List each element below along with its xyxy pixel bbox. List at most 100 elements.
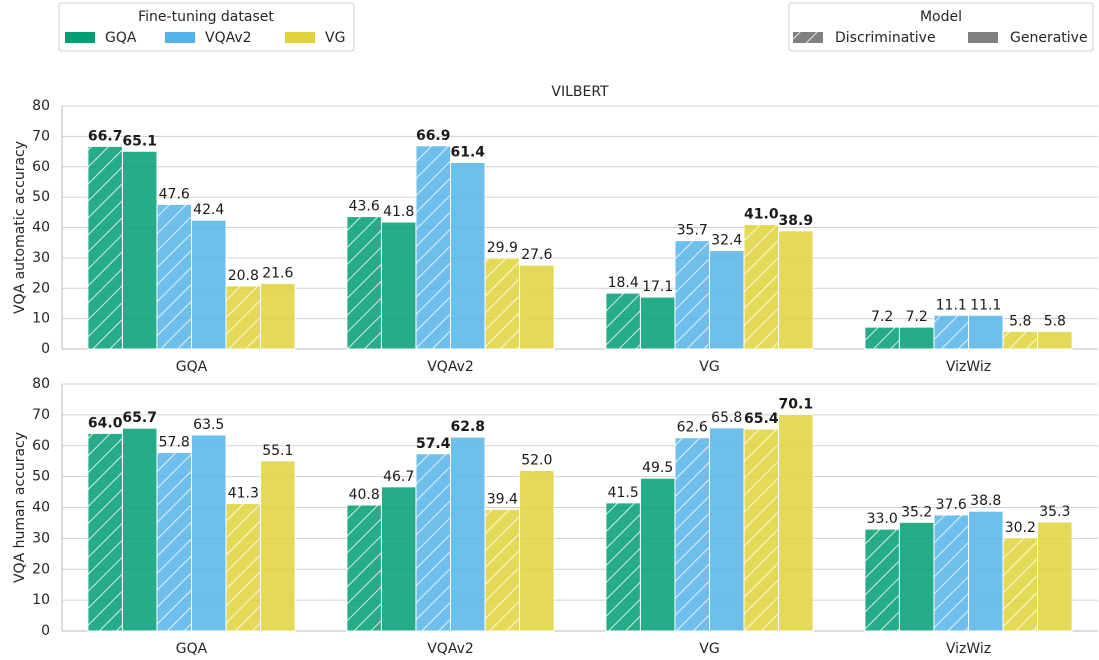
value-label: 65.7 (122, 410, 157, 426)
hatch (346, 505, 382, 631)
hatch (864, 529, 900, 631)
bar (898, 521, 935, 632)
value-label: 61.4 (450, 144, 485, 160)
bar (519, 469, 555, 632)
value-label: 41.3 (228, 485, 259, 501)
value-label: 64.0 (88, 415, 123, 431)
y-axis-label: VQA automatic accuracy (12, 141, 28, 314)
value-label: 46.7 (383, 469, 414, 485)
hatch (605, 293, 641, 349)
value-label: 57.4 (416, 436, 451, 452)
hatch (415, 145, 451, 349)
value-label: 21.6 (262, 265, 293, 281)
x-tick-label: GQA (176, 359, 208, 375)
value-label: 47.6 (159, 186, 190, 202)
value-label: 35.7 (677, 223, 708, 239)
legend-title: Fine-tuning dataset (138, 9, 274, 25)
legend-box (788, 2, 1094, 52)
bar (260, 282, 296, 350)
value-label: 66.7 (88, 128, 123, 144)
bar (778, 414, 814, 632)
bar (450, 436, 486, 632)
y-tick-label: 20 (32, 280, 50, 296)
hatch (226, 503, 261, 631)
bar (260, 460, 296, 632)
value-label: 49.5 (642, 460, 673, 476)
value-label: 62.6 (677, 420, 708, 436)
value-label: 65.8 (711, 410, 742, 426)
y-tick-label: 50 (32, 469, 50, 485)
y-tick-label: 40 (32, 220, 50, 236)
value-label: 65.4 (744, 411, 779, 427)
value-label: 33.0 (867, 511, 898, 527)
value-label: 17.1 (642, 279, 673, 295)
value-label: 35.2 (901, 504, 932, 520)
x-tick-label: VG (699, 641, 719, 657)
legend-label: VQAv2 (205, 30, 252, 46)
y-tick-label: 40 (32, 500, 50, 516)
legend-box (58, 2, 355, 52)
hatch (793, 32, 823, 43)
y-tick-label: 80 (32, 98, 50, 114)
value-label: 5.8 (1044, 313, 1066, 329)
value-label: 32.4 (711, 233, 742, 249)
value-label: 66.9 (416, 128, 451, 144)
hatch (933, 315, 969, 349)
x-tick-label: VizWiz (946, 641, 991, 657)
value-label: 11.1 (970, 297, 1001, 313)
y-tick-label: 10 (32, 592, 50, 608)
y-tick-label: 0 (41, 341, 50, 357)
bar (1037, 521, 1073, 632)
value-label: 42.4 (193, 202, 224, 218)
chart-title: VILBERT (551, 84, 609, 100)
hatch (485, 509, 520, 631)
hatch (226, 285, 261, 349)
legend-title: Model (920, 9, 962, 25)
bar (709, 250, 745, 350)
bar (968, 510, 1004, 632)
x-tick-label: VQAv2 (427, 359, 474, 375)
x-tick-label: VQAv2 (427, 641, 474, 657)
value-label: 41.8 (383, 204, 414, 220)
value-label: 37.6 (936, 497, 967, 513)
bar (898, 326, 935, 350)
value-label: 30.2 (1005, 520, 1036, 536)
bar (778, 230, 814, 350)
value-label: 27.6 (521, 247, 552, 263)
bar (639, 296, 676, 350)
value-label: 62.8 (450, 419, 485, 435)
bar (380, 486, 417, 632)
hatch (415, 453, 451, 631)
hatch (674, 240, 710, 349)
legend-swatch (285, 32, 315, 43)
hatch (346, 216, 382, 349)
bar (380, 221, 417, 350)
value-label: 29.9 (487, 240, 518, 256)
legend-swatch (65, 32, 95, 43)
bar (121, 150, 158, 350)
value-label: 57.8 (159, 435, 190, 451)
value-label: 43.6 (349, 199, 380, 215)
legend-label: Generative (1010, 30, 1088, 46)
y-tick-label: 70 (32, 407, 50, 423)
value-label: 7.2 (871, 309, 893, 325)
hatch (87, 433, 123, 631)
value-label: 38.9 (779, 213, 814, 229)
hatch (87, 146, 123, 349)
x-tick-label: VG (699, 359, 719, 375)
value-label: 41.5 (608, 485, 639, 501)
y-tick-label: 50 (32, 189, 50, 205)
hatch (744, 429, 779, 631)
legend-swatch (968, 32, 998, 43)
y-tick-label: 20 (32, 561, 50, 577)
legend-label: GQA (105, 30, 137, 46)
legend-swatch (165, 32, 195, 43)
x-tick-label: GQA (176, 641, 208, 657)
bar (191, 219, 227, 350)
bar (1037, 330, 1073, 350)
value-label: 55.1 (262, 443, 293, 459)
y-tick-label: 30 (32, 530, 50, 546)
bar (191, 434, 227, 632)
hatch (744, 224, 779, 349)
